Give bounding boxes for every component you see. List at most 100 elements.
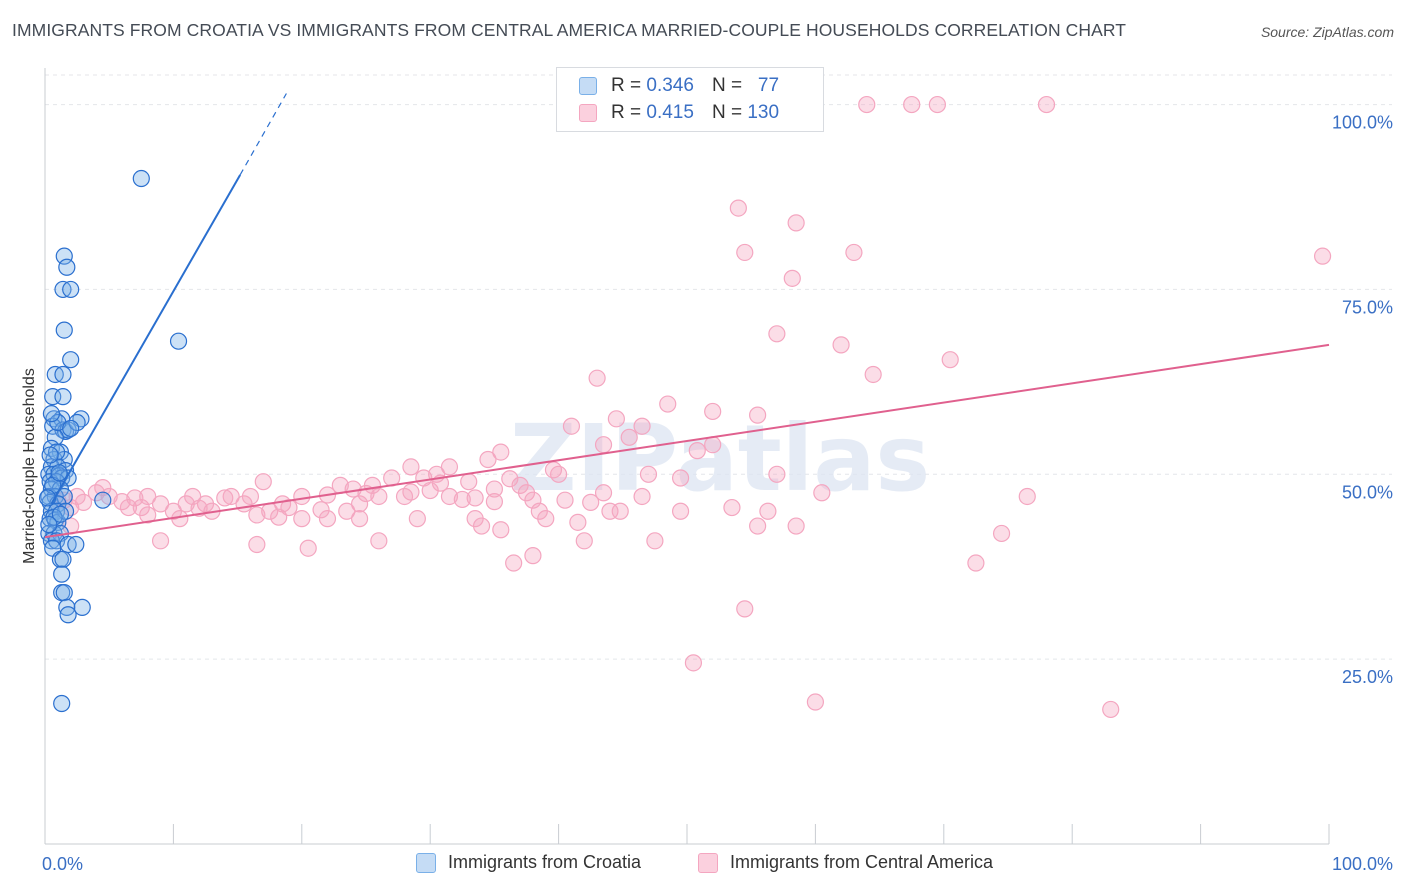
trend-lines — [44, 93, 1330, 539]
legend-r-label: R = — [611, 102, 642, 123]
central-america-point-34 — [254, 473, 272, 491]
central-america-points — [49, 95, 1332, 719]
croatia-point-11 — [54, 388, 72, 406]
legend-swatch-croatia — [579, 77, 597, 95]
croatia-point-9 — [54, 365, 72, 384]
y-tick-label-25: 25.0% — [1342, 667, 1393, 687]
central-america-point-63 — [113, 493, 131, 511]
croatia-point-73 — [42, 405, 61, 423]
bottom-legend-label-croatia: Immigrants from Croatia — [448, 852, 642, 872]
legend-n-label: N = — [711, 75, 743, 96]
legend-r-value-croatia: 0.346 — [646, 75, 694, 96]
bottom-legend-swatch-central-america — [698, 852, 718, 873]
central-america-point-119 — [582, 493, 600, 511]
central-america-point-62 — [74, 493, 93, 511]
central-america-point-88 — [248, 506, 266, 524]
central-america-point-24 — [492, 443, 510, 461]
central-america-trend-line — [44, 343, 1330, 539]
central-america-point-12 — [941, 351, 959, 369]
central-america-point-95 — [569, 513, 587, 531]
central-america-point-128 — [544, 461, 563, 479]
central-america-point-59 — [466, 489, 484, 507]
y-tick-label-100: 100.0% — [1332, 113, 1393, 133]
croatia-point-72 — [62, 419, 80, 438]
central-america-point-91 — [350, 510, 369, 528]
central-america-point-45 — [813, 484, 831, 502]
central-america-point-117 — [402, 483, 420, 501]
central-america-point-123 — [190, 499, 208, 517]
axes — [44, 68, 1330, 845]
central-america-point-104 — [248, 535, 266, 554]
croatia-points — [38, 169, 188, 713]
stats-legend: R = 0.346 N = 77 R = 0.415 N = 130 — [556, 67, 824, 132]
x-tick-label-min: 0.0% — [42, 854, 83, 874]
central-america-point-103 — [151, 532, 170, 550]
croatia-point-63 — [73, 598, 91, 616]
central-america-point-80 — [338, 502, 356, 520]
central-america-point-44 — [633, 487, 651, 506]
central-america-point-94 — [537, 510, 555, 528]
legend-r-value-central-america: 0.415 — [646, 102, 694, 123]
central-america-point-89 — [293, 510, 311, 528]
croatia-point-7 — [62, 351, 80, 369]
central-america-point-96 — [749, 517, 767, 535]
central-america-point-6 — [736, 243, 754, 262]
central-america-point-8 — [1313, 247, 1332, 265]
croatia-trend-line — [50, 174, 242, 505]
central-america-point-31 — [768, 465, 786, 483]
legend-swatch-central-america — [579, 104, 597, 122]
legend-row-central-america: R = 0.415 N = 130 — [579, 101, 779, 125]
central-america-point-2 — [928, 95, 946, 114]
central-america-point-58 — [440, 487, 459, 506]
central-america-point-23 — [704, 436, 722, 454]
central-america-point-16 — [704, 402, 722, 421]
central-america-point-111 — [736, 600, 754, 618]
x-tick-label-max: 100.0% — [1332, 854, 1393, 874]
central-america-point-67 — [235, 495, 253, 513]
croatia-point-70 — [41, 446, 59, 464]
central-america-point-85 — [723, 498, 741, 517]
central-america-point-126 — [501, 470, 519, 488]
central-america-point-112 — [684, 654, 703, 672]
central-america-point-5 — [787, 214, 805, 232]
central-america-point-114 — [1102, 700, 1120, 719]
central-america-point-102 — [575, 532, 593, 550]
croatia-point-62 — [59, 606, 77, 624]
central-america-point-43 — [594, 484, 613, 502]
central-america-point-84 — [671, 502, 690, 520]
croatia-point-2 — [58, 258, 76, 276]
croatia-point-6 — [55, 321, 73, 339]
central-america-point-22 — [594, 436, 613, 454]
croatia-point-42 — [94, 491, 112, 509]
central-america-point-113 — [806, 693, 825, 711]
central-america-point-54 — [293, 487, 311, 506]
central-america-point-92 — [408, 510, 426, 528]
central-america-point-46 — [1018, 487, 1036, 506]
central-america-point-107 — [505, 554, 523, 572]
central-america-point-7 — [845, 243, 863, 262]
central-america-point-110 — [967, 554, 985, 572]
central-america-point-26 — [440, 458, 459, 476]
central-america-point-90 — [318, 510, 337, 528]
central-america-point-0 — [858, 95, 876, 114]
central-america-point-35 — [460, 473, 478, 491]
croatia-point-4 — [62, 280, 80, 299]
croatia-point-67 — [38, 489, 57, 507]
croatia-point-57 — [54, 550, 72, 568]
y-axis-label: Married-couple Households — [21, 368, 38, 564]
central-america-point-101 — [646, 532, 664, 550]
central-america-point-64 — [151, 495, 170, 513]
central-america-point-86 — [139, 506, 157, 524]
central-america-point-25 — [479, 450, 497, 469]
central-america-point-97 — [787, 517, 805, 535]
central-america-point-10 — [768, 325, 786, 343]
central-america-point-30 — [671, 469, 690, 487]
central-america-point-4 — [729, 199, 747, 217]
legend-n-value-central-america: 130 — [747, 102, 780, 123]
croatia-point-19 — [68, 413, 86, 432]
central-america-point-27 — [402, 458, 420, 476]
central-america-point-14 — [588, 369, 606, 387]
y-tick-label-50: 50.0% — [1342, 482, 1393, 502]
central-america-point-116 — [216, 489, 234, 507]
central-america-point-118 — [453, 490, 471, 509]
